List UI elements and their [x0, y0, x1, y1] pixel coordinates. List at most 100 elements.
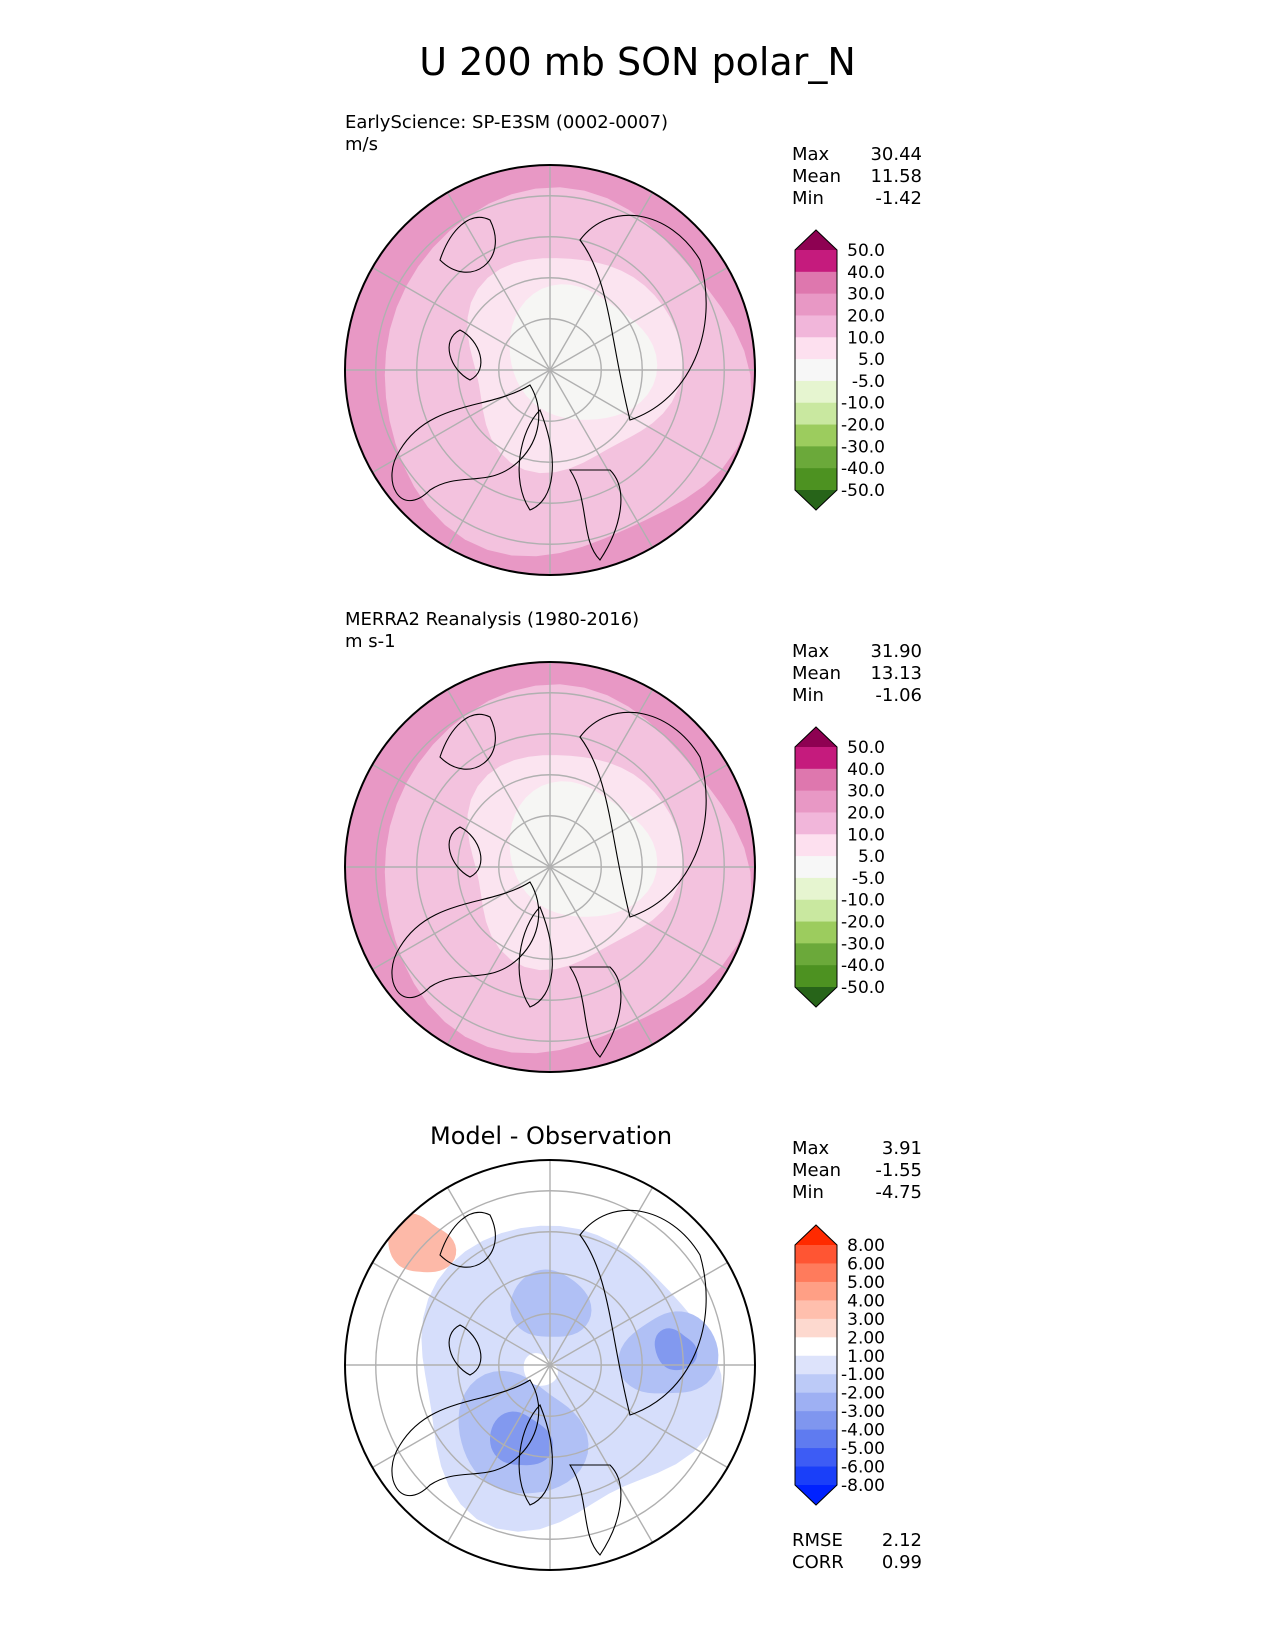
colorbar-tick-label: 30.0 [847, 782, 885, 802]
map-field [345, 1160, 755, 1570]
colorbar-band [795, 747, 837, 770]
colorbar-tick-label: 40.0 [847, 263, 885, 283]
figure-title: U 200 mb SON polar_N [419, 40, 856, 84]
colorbar-tick-label: 20.0 [847, 803, 885, 823]
colorbar-tick-label: -40.0 [841, 459, 885, 479]
meridian-line [446, 1364, 551, 1543]
colorbar-tick-label: -4.00 [841, 1421, 885, 1441]
colorbar-band [795, 337, 837, 360]
meridian-line [549, 369, 728, 474]
field-band [510, 1269, 592, 1337]
panel-3-colorbar: 8.006.005.004.003.002.001.00-1.00-2.00-3… [794, 1224, 885, 1506]
panel-1-label: EarlyScience: SP-E3SM (0002-0007) [345, 112, 669, 133]
colorbar-tick-label: 50.0 [847, 241, 885, 261]
coastline [439, 713, 496, 770]
field-band [388, 1213, 457, 1273]
field-band [654, 1328, 698, 1371]
colorbar-band [795, 380, 837, 404]
meridian-line [549, 266, 728, 371]
colorbar-extend-bottom [795, 1485, 837, 1505]
coastline [568, 469, 622, 561]
colorbar-tick-label: -30.0 [841, 934, 885, 954]
colorbar-extend-bottom [795, 490, 837, 510]
colorbar-tick-label: 3.00 [847, 1310, 885, 1330]
map-field [345, 165, 755, 575]
panel-1-stats: Max 30.44 Mean 11.58 Min -1.42 [792, 144, 922, 210]
coastline [518, 409, 553, 511]
colorbar-extend-top [795, 1225, 837, 1245]
colorbar-band [795, 1337, 837, 1357]
colorbar-band [795, 468, 837, 491]
meridian-line [549, 866, 654, 1045]
colorbar-band [795, 856, 837, 879]
map-border [344, 164, 756, 576]
colorbar-band [795, 1411, 837, 1431]
panel-3-stats: Max 3.91 Mean -1.55 Min -4.75 [792, 1138, 922, 1204]
panel-3-metrics: RMSE 2.12 CORR 0.99 [792, 1530, 922, 1574]
colorbar-extend-top [795, 727, 837, 747]
colorbar-band [795, 1392, 837, 1412]
panel-1-stat-max: Max 30.44 [792, 144, 922, 165]
panel-1-stat-mean: Mean 11.58 [792, 166, 922, 187]
map-border [344, 661, 756, 1073]
meridian-line [446, 369, 551, 548]
coastline [568, 966, 622, 1058]
coastline [391, 1379, 540, 1497]
panel-3-title: Model - Observation [430, 1122, 673, 1150]
colorbar-band [795, 965, 837, 988]
colorbar-band [795, 1318, 837, 1338]
colorbar-tick-label: -30.0 [841, 437, 885, 457]
colorbar-band [795, 359, 837, 382]
map-field [345, 662, 755, 1072]
colorbar-band [795, 1448, 837, 1468]
colorbar-extend-bottom [795, 987, 837, 1007]
panel-2-label: MERRA2 Reanalysis (1980-2016) [345, 609, 640, 630]
coastline [518, 906, 553, 1008]
meridian-line [372, 369, 551, 474]
coastline [391, 384, 540, 502]
colorbar-tick-label: -5.0 [852, 869, 885, 889]
colorbar-tick-label: 5.00 [847, 1273, 885, 1293]
colorbar-tick-label: 20.0 [847, 306, 885, 326]
coastline [518, 1404, 553, 1506]
panel-2-stat-max: Max 31.90 [792, 641, 922, 662]
panel-1-map [344, 164, 756, 576]
panel-3-stat-mean: Mean -1.55 [792, 1160, 922, 1181]
colorbar-band [795, 1263, 837, 1283]
colorbar-tick-label: -10.0 [841, 394, 885, 414]
colorbar-band [795, 271, 837, 295]
meridian-line [549, 689, 654, 868]
colorbar-band [795, 1429, 837, 1449]
meridian-line [549, 369, 654, 548]
coastline [579, 1209, 707, 1416]
colorbar-band [795, 790, 837, 813]
coastline [439, 216, 496, 273]
colorbar-tick-label: -1.00 [841, 1365, 885, 1385]
colorbar-band [795, 1281, 837, 1301]
colorbar-tick-label: 40.0 [847, 760, 885, 780]
meridian-line [372, 1261, 551, 1366]
colorbar-band [795, 921, 837, 944]
colorbar-band [795, 768, 837, 792]
colorbar-band [795, 402, 837, 426]
colorbar-tick-label: -20.0 [841, 913, 885, 933]
colorbar-band [795, 1300, 837, 1320]
colorbar-tick-label: -20.0 [841, 416, 885, 436]
meridian-line [549, 1364, 728, 1469]
colorbar-band [795, 877, 837, 901]
panel-2-stat-min: Min -1.06 [792, 685, 922, 706]
panel-1-title: EarlyScience: SP-E3SM (0002-0007) m/s [345, 112, 668, 156]
colorbar-tick-label: 5.0 [858, 350, 885, 370]
meridian-line [446, 866, 551, 1045]
meridian-line [372, 763, 551, 868]
colorbar-tick-label: 4.00 [847, 1291, 885, 1311]
colorbar-band [795, 834, 837, 857]
colorbar-band [795, 1374, 837, 1394]
colorbar-tick-label: -3.00 [841, 1402, 885, 1422]
colorbar-tick-label: 6.00 [847, 1254, 885, 1274]
meridian-line [549, 1261, 728, 1366]
panel-1-stat-min: Min -1.42 [792, 188, 922, 209]
panel-3-metric-rmse: RMSE 2.12 [792, 1530, 922, 1551]
colorbar-band [795, 1466, 837, 1486]
coastline [448, 329, 482, 381]
